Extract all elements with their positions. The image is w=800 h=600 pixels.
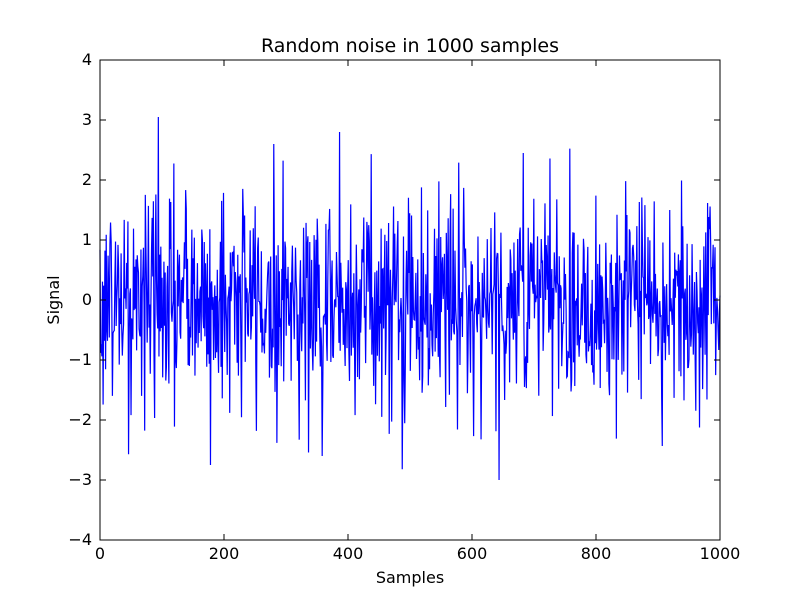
y-tick-label: −1	[68, 350, 92, 369]
y-tick-label: −4	[68, 530, 92, 549]
y-tick-label: 4	[82, 50, 92, 69]
chart-title: Random noise in 1000 samples	[261, 35, 559, 57]
y-tick-label: 0	[82, 290, 92, 309]
x-tick-label: 800	[581, 544, 612, 563]
x-tick-label: 1000	[700, 544, 741, 563]
series-layer	[99, 116, 721, 481]
x-tick-label: 400	[333, 544, 364, 563]
y-tick-label: −3	[68, 470, 92, 489]
y-tick-label: 1	[82, 230, 92, 249]
series-line	[99, 116, 721, 481]
x-axis-label: Samples	[376, 568, 444, 587]
y-tick-label: −2	[68, 410, 92, 429]
ticks-layer: 0 200 400 600 800 1000 −4 −3 −2 −1 0 1 2 3 4	[68, 50, 740, 563]
y-axis-label: Signal	[44, 275, 63, 324]
y-tick-label: 3	[82, 110, 92, 129]
x-tick-label: 200	[209, 544, 240, 563]
x-tick-label: 600	[457, 544, 488, 563]
x-tick-label: 0	[95, 544, 105, 563]
y-tick-label: 2	[82, 170, 92, 189]
